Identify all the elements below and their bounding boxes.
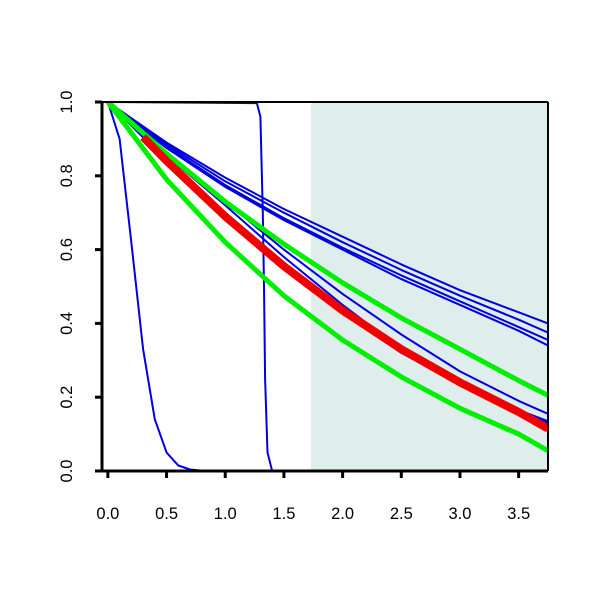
x-tick-label: 3.0: [449, 505, 472, 523]
y-tick-label: 0.4: [58, 312, 76, 335]
x-tick-label: 0.5: [155, 505, 178, 523]
series-line-12: [105, 102, 548, 453]
axes-layer: 0.0 0.5 1.0 1.5 2.0 2.5 3.0 3.5 0.0 0.2 0.4 0.6 0.8 1…: [58, 91, 549, 523]
x-tick-label: 2.0: [331, 505, 354, 523]
x-tick-label: 0.0: [96, 505, 119, 523]
x-tick-label: 2.5: [390, 505, 413, 523]
x-tick-label: 3.5: [507, 505, 530, 523]
series-line-13: [140, 134, 548, 433]
x-tick-label: 1.5: [272, 505, 295, 523]
y-tick-label: 0.0: [58, 460, 76, 483]
series-line-2: [107, 102, 548, 471]
series-line-6: [107, 102, 548, 325]
series-layer: [105, 102, 548, 471]
y-tick-label: 0.6: [58, 238, 76, 261]
series-line-4: [107, 102, 548, 341]
y-tick-label: 0.8: [58, 164, 76, 187]
series-line-11: [106, 102, 548, 398]
y-tick-label: 0.2: [58, 386, 76, 409]
y-tick-label: 1.0: [58, 91, 76, 114]
series-line-3: [107, 102, 548, 347]
series-line-5: [107, 102, 548, 334]
x-tick-label: 1.0: [214, 505, 237, 523]
